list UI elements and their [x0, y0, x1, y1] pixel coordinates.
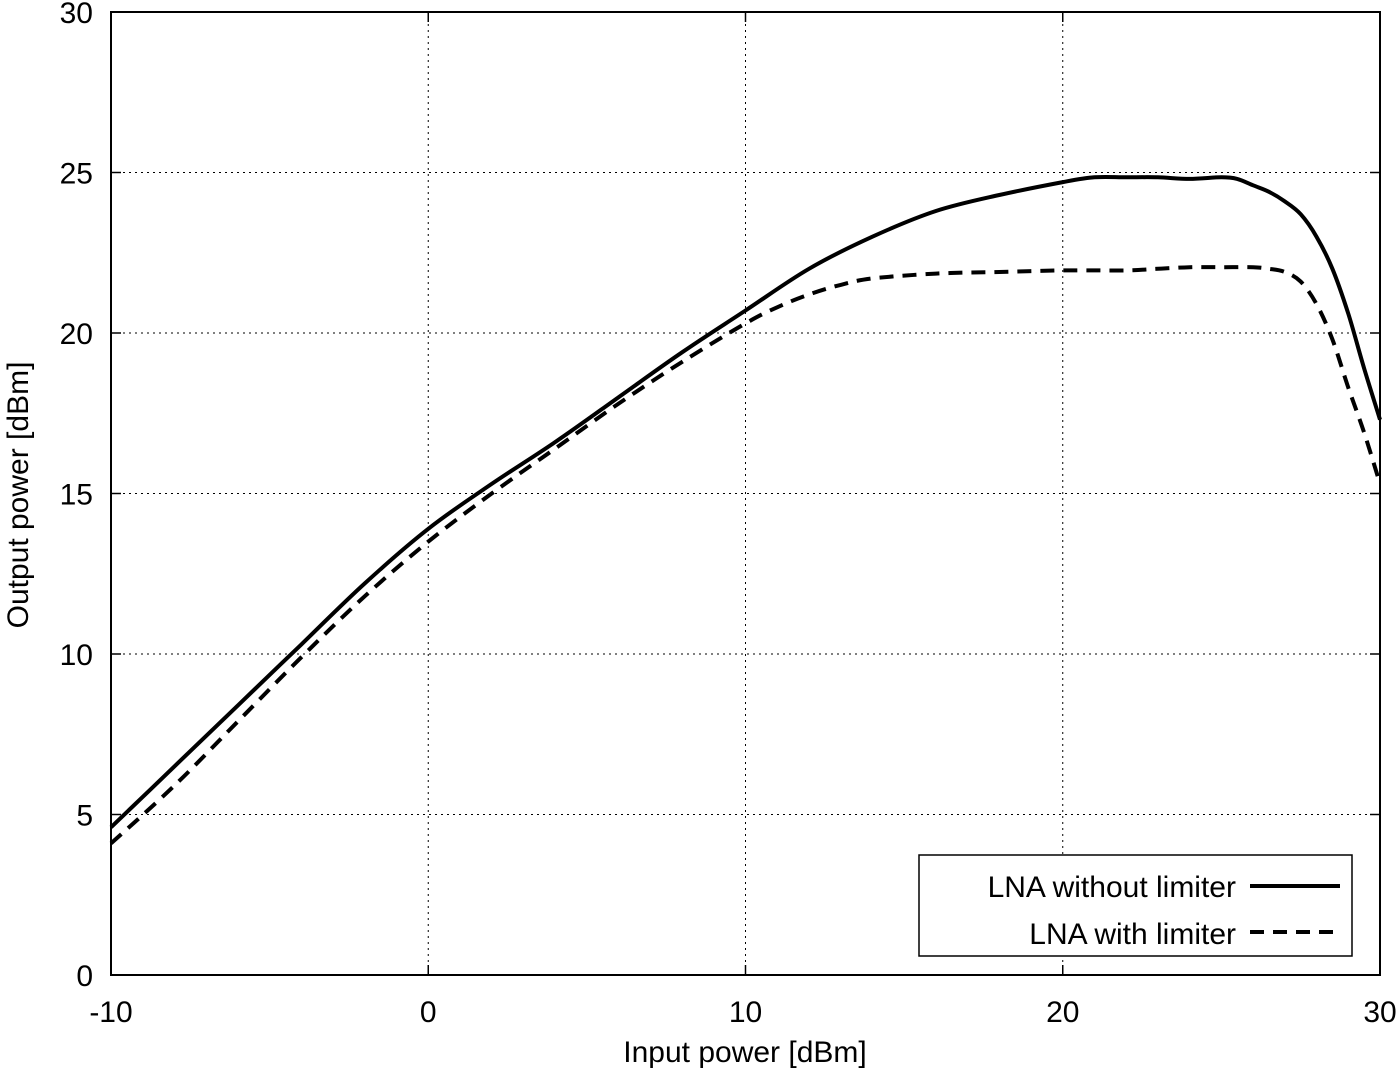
legend: LNA without limiter LNA with limiter [918, 854, 1353, 957]
y-tick-label: 15 [60, 479, 93, 512]
x-tick-label: -10 [89, 996, 132, 1029]
y-tick-label: 25 [60, 158, 93, 191]
x-tick-label: 0 [420, 996, 437, 1029]
x-tick-label: 20 [1046, 996, 1079, 1029]
y-tick-label: 5 [76, 800, 93, 833]
y-tick-labels: 0 5 10 15 20 25 30 [60, 0, 93, 993]
series-line-0 [109, 174, 1382, 829]
x-tick-labels: -10 0 10 20 30 [89, 996, 1396, 1029]
x-tick-label: 10 [729, 996, 762, 1029]
axis-ticks [110, 11, 1381, 976]
x-axis-label: Input power [dBm] [623, 1036, 866, 1069]
x-tick-label: 30 [1363, 996, 1396, 1029]
legend-label-1: LNA with limiter [1029, 918, 1236, 951]
y-axis-label: Output power [dBm] [2, 362, 35, 629]
legend-label-0: LNA without limiter [988, 871, 1236, 904]
series-line-1 [109, 265, 1382, 845]
series-lines [109, 174, 1382, 845]
y-tick-label: 10 [60, 639, 93, 672]
y-tick-label: 0 [76, 960, 93, 993]
grid-lines [111, 12, 1380, 975]
y-tick-label: 20 [60, 318, 93, 351]
legend-box [918, 854, 1353, 957]
y-tick-label: 30 [60, 0, 93, 30]
